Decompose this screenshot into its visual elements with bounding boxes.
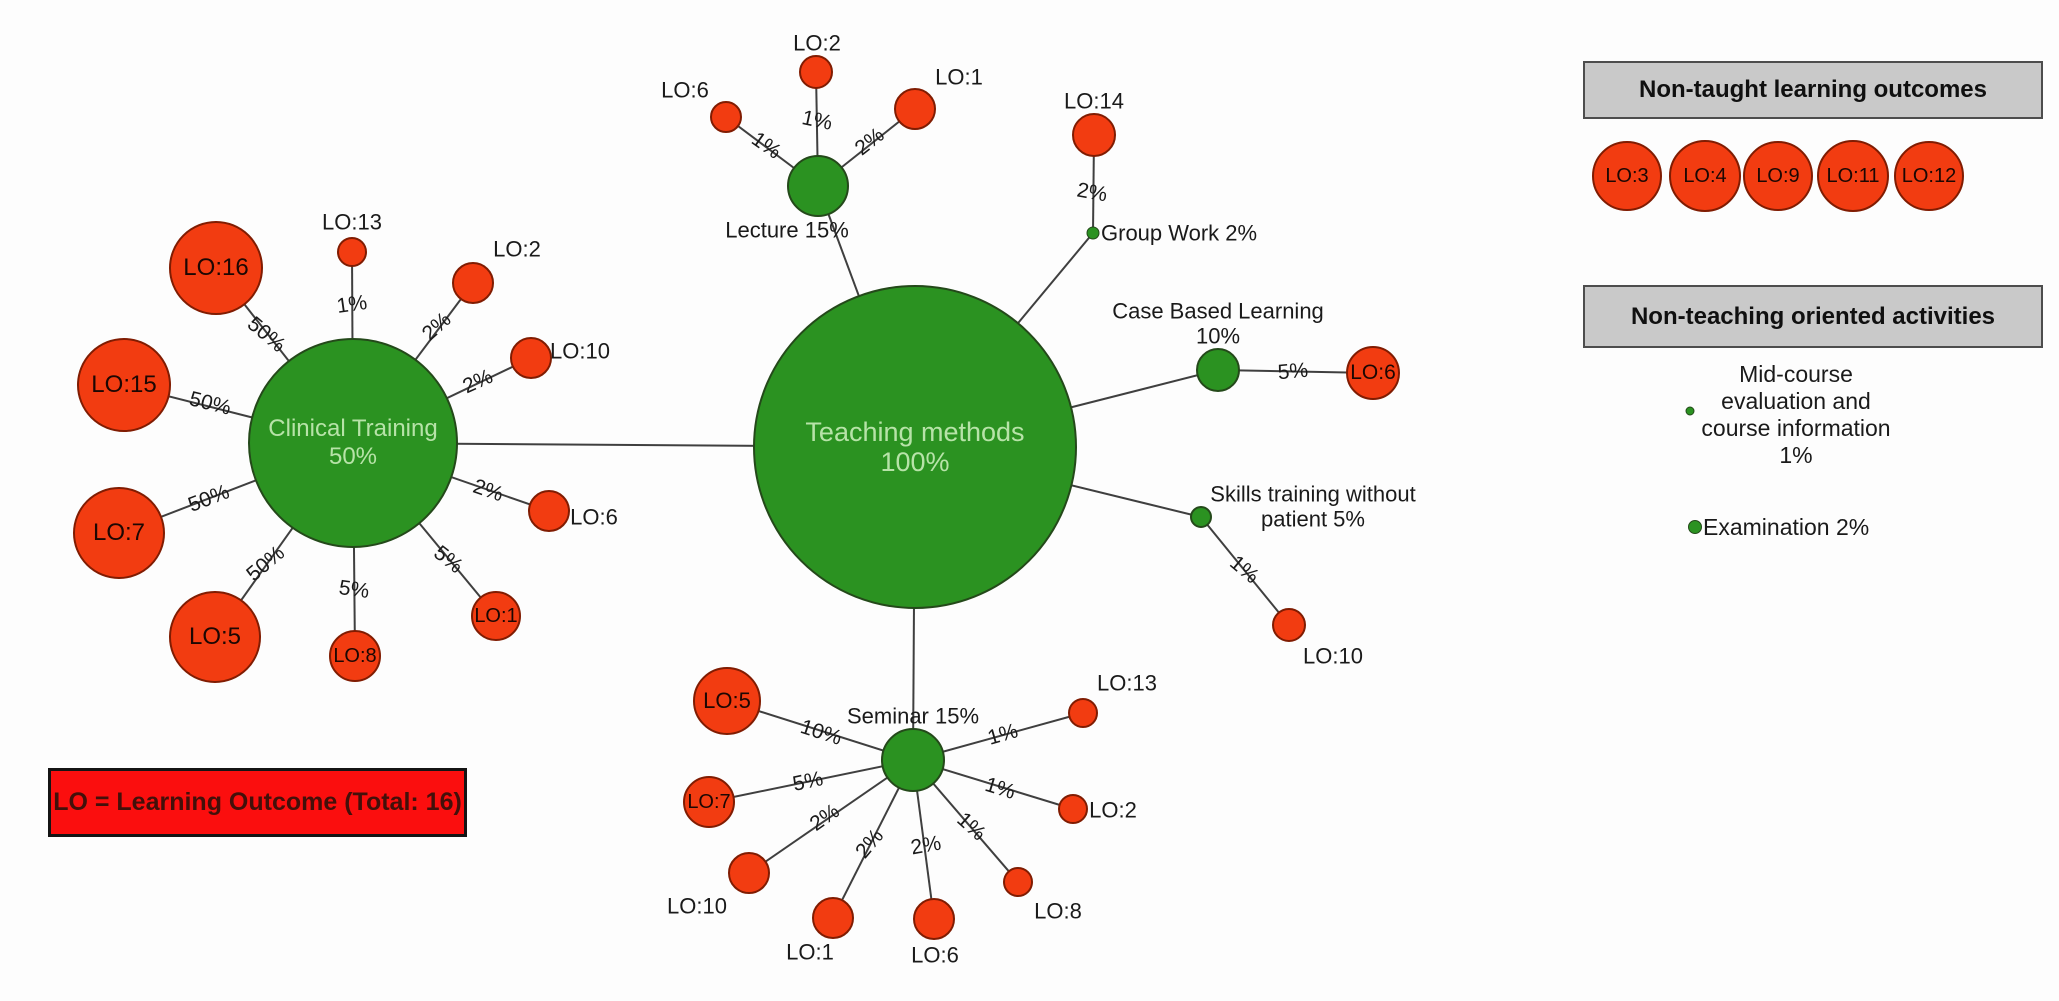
node-lecture bbox=[787, 155, 849, 217]
node-clinical-lo1: LO:1 bbox=[471, 591, 521, 641]
node-nontaught-lo11: LO:11 bbox=[1817, 140, 1889, 212]
pct-clinical-lo13: 1% bbox=[335, 291, 369, 319]
node-seminar-lo6 bbox=[913, 898, 955, 940]
seminar-lo7-label: LO:7 bbox=[687, 790, 731, 813]
non-teaching-header: Non-teaching oriented activities bbox=[1583, 285, 2043, 348]
clinical-lo6-label: LO:6 bbox=[570, 504, 618, 530]
node-clinical-lo2 bbox=[452, 262, 494, 304]
clinical-lo15-label: LO:15 bbox=[91, 371, 157, 399]
lecture-lo1-label: LO:1 bbox=[935, 64, 983, 90]
node-clinical-lo7: LO:7 bbox=[73, 487, 165, 579]
node-group-work-dot bbox=[1086, 226, 1100, 240]
non-taught-header: Non-taught learning outcomes bbox=[1583, 61, 2043, 119]
seminar-lo2-label: LO:2 bbox=[1089, 797, 1137, 823]
node-seminar-lo13 bbox=[1068, 698, 1098, 728]
clinical-lo1-label: LO:1 bbox=[474, 604, 518, 627]
skills-lo10-label: LO:10 bbox=[1303, 643, 1363, 669]
node-clinical-training: Clinical Training 50% bbox=[248, 338, 458, 548]
edge-seminar-lo10 bbox=[748, 759, 914, 874]
case-based-label: Case Based Learning 10% bbox=[1112, 298, 1324, 349]
skills-training-label: Skills training without patient 5% bbox=[1210, 481, 1416, 532]
groupwork-lo14-label: LO:14 bbox=[1064, 88, 1124, 114]
node-seminar-lo10 bbox=[728, 852, 770, 894]
node-nontaught-lo3: LO:3 bbox=[1592, 141, 1662, 211]
node-midcourse-dot bbox=[1685, 406, 1695, 416]
nontaught-lo11-label: LO:11 bbox=[1826, 164, 1880, 187]
clinical-lo10-label: LO:10 bbox=[550, 338, 610, 364]
non-teaching-title: Non-teaching oriented activities bbox=[1630, 302, 1996, 330]
node-clinical-lo8: LO:8 bbox=[329, 630, 381, 682]
node-clinical-lo15: LO:15 bbox=[77, 338, 171, 432]
node-clinical-lo13 bbox=[337, 237, 367, 267]
edge-seminar-lo7 bbox=[708, 759, 914, 803]
node-lecture-lo6 bbox=[710, 101, 742, 133]
seminar-lo10-label: LO:10 bbox=[667, 893, 727, 919]
teaching-methods-label: Teaching methods 100% bbox=[805, 417, 1025, 477]
legend-box: LO = Learning Outcome (Total: 16) bbox=[48, 768, 467, 837]
node-seminar-lo5: LO:5 bbox=[693, 667, 761, 735]
node-nontaught-lo4: LO:4 bbox=[1669, 140, 1741, 212]
node-casebased-lo6: LO:6 bbox=[1346, 346, 1400, 400]
clinical-lo7-label: LO:7 bbox=[92, 519, 146, 547]
clinical-lo2-label: LO:2 bbox=[493, 236, 541, 262]
lecture-lo2-label: LO:2 bbox=[793, 30, 841, 56]
node-lecture-lo2 bbox=[799, 55, 833, 89]
casebased-lo6-label: LO:6 bbox=[1350, 360, 1396, 384]
node-seminar-lo1 bbox=[812, 897, 854, 939]
node-seminar-lo8 bbox=[1003, 867, 1033, 897]
midcourse-label: Mid-course evaluation and course informa… bbox=[1701, 361, 1891, 468]
pct-casebased-lo6: 5% bbox=[1276, 358, 1310, 385]
examination-label: Examination 2% bbox=[1703, 513, 1870, 540]
node-groupwork-lo14 bbox=[1072, 113, 1116, 157]
node-nontaught-lo12: LO:12 bbox=[1894, 141, 1964, 211]
node-seminar bbox=[881, 728, 945, 792]
node-teaching-methods: Teaching methods 100% bbox=[753, 285, 1077, 609]
pct-groupwork-lo14: 2% bbox=[1075, 178, 1110, 207]
nontaught-lo9-label: LO:9 bbox=[1756, 164, 1800, 187]
nontaught-lo12-label: LO:12 bbox=[1901, 164, 1957, 187]
pct-clinical-lo8: 5% bbox=[337, 576, 371, 604]
node-lecture-lo1 bbox=[894, 88, 936, 130]
clinical-lo16-label: LO:16 bbox=[183, 254, 249, 282]
seminar-lo13-label: LO:13 bbox=[1097, 670, 1157, 696]
seminar-label: Seminar 15% bbox=[846, 703, 980, 729]
node-clinical-lo6 bbox=[528, 490, 570, 532]
seminar-lo8-label: LO:8 bbox=[1034, 898, 1082, 924]
node-seminar-lo7: LO:7 bbox=[683, 776, 735, 828]
lecture-label: Lecture 15% bbox=[725, 217, 849, 243]
nontaught-lo4-label: LO:4 bbox=[1683, 164, 1727, 187]
node-skills-training bbox=[1190, 506, 1212, 528]
clinical-lo13-label: LO:13 bbox=[322, 209, 382, 235]
edge-skills-lo10 bbox=[1200, 516, 1290, 626]
nontaught-lo3-label: LO:3 bbox=[1605, 164, 1649, 187]
seminar-lo6-label: LO:6 bbox=[911, 942, 959, 968]
group-work-label: Group Work 2% bbox=[1101, 220, 1258, 246]
clinical-lo8-label: LO:8 bbox=[333, 644, 377, 667]
non-taught-title: Non-taught learning outcomes bbox=[1639, 76, 1987, 103]
legend-text: LO = Learning Outcome (Total: 16) bbox=[53, 788, 462, 816]
node-clinical-lo16: LO:16 bbox=[169, 221, 263, 315]
clinical-training-label: Clinical Training 50% bbox=[268, 415, 438, 470]
seminar-lo1-label: LO:1 bbox=[786, 939, 834, 965]
node-skills-lo10 bbox=[1272, 608, 1306, 642]
node-seminar-lo2 bbox=[1058, 794, 1088, 824]
seminar-lo5-label: LO:5 bbox=[703, 688, 751, 714]
lecture-lo6-label: LO:6 bbox=[661, 77, 709, 103]
node-case-based-learning bbox=[1196, 348, 1240, 392]
node-examination-dot bbox=[1688, 520, 1702, 534]
clinical-lo5-label: LO:5 bbox=[188, 623, 242, 651]
node-nontaught-lo9: LO:9 bbox=[1743, 141, 1813, 211]
node-clinical-lo5: LO:5 bbox=[169, 591, 261, 683]
node-clinical-lo10 bbox=[510, 337, 552, 379]
